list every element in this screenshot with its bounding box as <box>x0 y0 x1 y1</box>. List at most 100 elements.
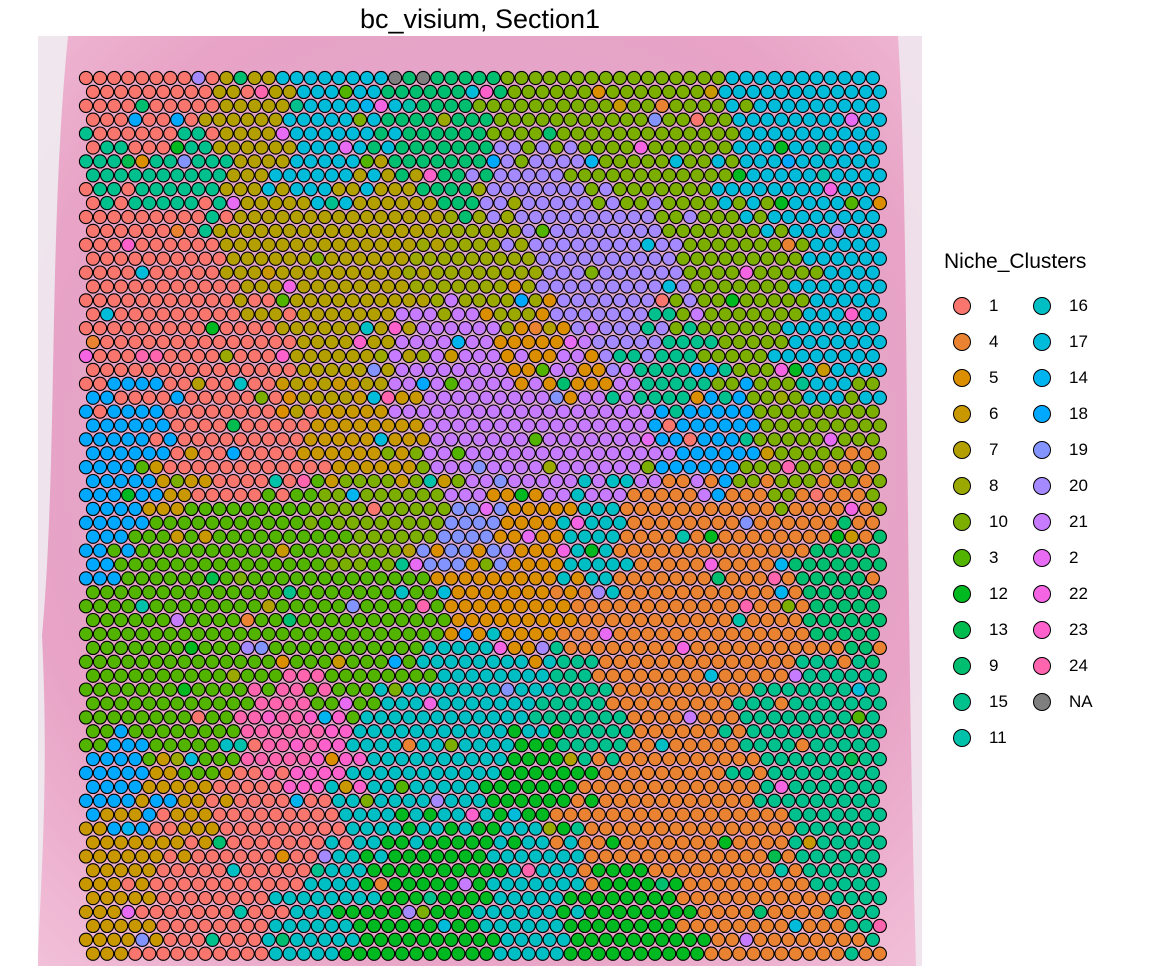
spot <box>191 932 206 947</box>
spot <box>78 571 94 586</box>
spot <box>718 779 733 795</box>
spot <box>661 612 677 628</box>
spot <box>619 918 635 934</box>
spot <box>275 793 290 808</box>
spot <box>486 571 501 586</box>
spot <box>373 209 389 225</box>
spot <box>865 877 880 892</box>
spot <box>767 904 782 920</box>
spot <box>303 821 318 836</box>
spot <box>212 946 227 961</box>
spot <box>549 890 564 906</box>
spot <box>99 835 115 850</box>
spot <box>296 640 311 656</box>
spot <box>177 849 192 864</box>
spot <box>402 237 417 252</box>
spot <box>697 404 712 419</box>
spot <box>128 612 143 628</box>
spot <box>725 404 740 419</box>
spot <box>226 473 241 489</box>
spot <box>338 696 354 711</box>
spot <box>352 612 368 628</box>
spot <box>275 599 290 614</box>
spot <box>612 154 628 169</box>
spot <box>563 334 578 350</box>
spot <box>402 654 417 669</box>
spot <box>830 446 845 461</box>
spot <box>668 265 684 280</box>
spot <box>268 640 283 656</box>
spot <box>584 904 599 920</box>
spot <box>640 348 656 364</box>
spot <box>149 877 164 892</box>
spot <box>149 126 164 141</box>
legend-item: 12 <box>944 576 1024 612</box>
spot <box>121 154 136 169</box>
spot <box>394 390 410 405</box>
spot <box>380 195 396 211</box>
spot <box>149 98 164 113</box>
spot <box>711 376 726 391</box>
spot <box>521 640 536 656</box>
spot <box>85 84 101 100</box>
spot <box>619 529 635 544</box>
spot <box>823 237 838 252</box>
spot <box>92 738 108 753</box>
spot <box>416 432 431 447</box>
spot <box>310 612 325 628</box>
spot <box>704 918 719 934</box>
spot <box>85 640 101 656</box>
spot <box>233 70 248 86</box>
spot <box>781 487 796 503</box>
spot <box>514 98 529 113</box>
spot <box>409 724 424 739</box>
spot <box>500 321 515 336</box>
spot <box>472 404 487 419</box>
spot <box>718 696 733 711</box>
spot <box>739 515 754 530</box>
spot <box>121 321 136 336</box>
spot <box>113 195 129 211</box>
spot <box>844 668 859 683</box>
spot <box>394 863 410 878</box>
spot <box>402 682 417 697</box>
spot <box>338 112 354 127</box>
spot <box>163 821 178 836</box>
spot <box>486 321 501 336</box>
spot <box>872 501 887 517</box>
spot <box>619 668 635 683</box>
spot <box>837 293 852 308</box>
spot <box>486 543 501 558</box>
spot <box>675 779 691 795</box>
spot <box>247 98 262 113</box>
spot <box>380 807 396 822</box>
spot <box>352 168 368 183</box>
spot <box>598 321 614 336</box>
spot <box>423 334 438 350</box>
spot <box>633 251 649 266</box>
spot <box>739 877 754 892</box>
spot <box>106 599 122 614</box>
spot <box>402 515 417 530</box>
spot <box>760 890 775 906</box>
spot <box>795 599 810 614</box>
spot <box>205 460 220 475</box>
spot <box>690 863 705 878</box>
spot <box>163 98 178 113</box>
spot <box>795 293 810 308</box>
spot <box>535 446 550 461</box>
spot <box>219 571 234 586</box>
spot <box>739 432 754 447</box>
spot <box>226 807 241 822</box>
legend-key <box>1033 513 1051 531</box>
spot <box>774 334 789 350</box>
spot <box>661 112 677 127</box>
spot <box>184 168 199 183</box>
spot <box>598 849 614 864</box>
spot <box>212 362 227 378</box>
spot <box>711 154 726 169</box>
spot <box>85 168 101 183</box>
spot <box>430 265 445 280</box>
spot <box>289 209 304 225</box>
spot <box>282 446 297 461</box>
